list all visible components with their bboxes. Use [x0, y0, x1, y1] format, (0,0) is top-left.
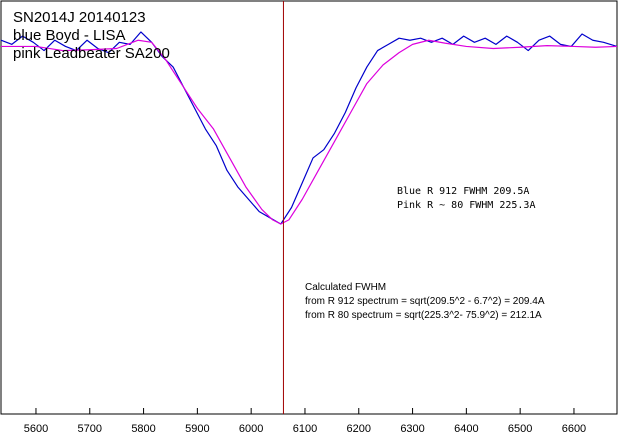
x-tick-label: 6400: [454, 423, 478, 435]
title-line-2: blue Boyd - LISA: [13, 27, 126, 44]
x-tick-label: 6000: [239, 423, 263, 435]
x-tick-label: 5700: [78, 423, 102, 435]
annotation-calculated-fwhm: Calculated FWHM: [305, 282, 386, 293]
x-tick-label: 5800: [131, 423, 155, 435]
x-tick-label: 5600: [24, 423, 48, 435]
series-layer: [0, 31, 618, 225]
x-tick-label: 6100: [293, 423, 317, 435]
x-tick-label: 6500: [508, 423, 532, 435]
x-tick-label: 6600: [562, 423, 586, 435]
x-tick-label: 6300: [400, 423, 424, 435]
fwhm-annotation: Calculated FWHM from R 912 spectrum = sq…: [305, 282, 545, 321]
annotation-r80-formula: from R 80 spectrum = sqrt(225.3^2- 75.9^…: [305, 310, 542, 321]
plot-frame: [0, 0, 618, 415]
annotation-r912-formula: from R 912 spectrum = sqrt(209.5^2 - 6.7…: [305, 296, 545, 307]
x-tick-label: 5900: [185, 423, 209, 435]
annotation-pink-resolution: Pink R ~ 80 FWHM 225.3A: [397, 200, 535, 211]
x-tick-label: 6200: [347, 423, 371, 435]
resolution-annotation: Blue R 912 FWHM 209.5A Pink R ~ 80 FWHM …: [397, 186, 535, 211]
title-line-3: pink Leadbeater SA200: [13, 45, 170, 62]
title-line-1: SN2014J 20140123: [13, 9, 146, 26]
x-axis-ticks: 5600 5700 5800 5900 6000 6100 6200 6300 6400 6500…: [24, 408, 586, 435]
annotation-blue-resolution: Blue R 912 FWHM 209.5A: [397, 186, 529, 197]
series-line-blue: [0, 31, 618, 225]
series-line-pink: [1, 39, 618, 225]
title-block: SN2014J 20140123 blue Boyd - LISA pink L…: [13, 9, 170, 62]
